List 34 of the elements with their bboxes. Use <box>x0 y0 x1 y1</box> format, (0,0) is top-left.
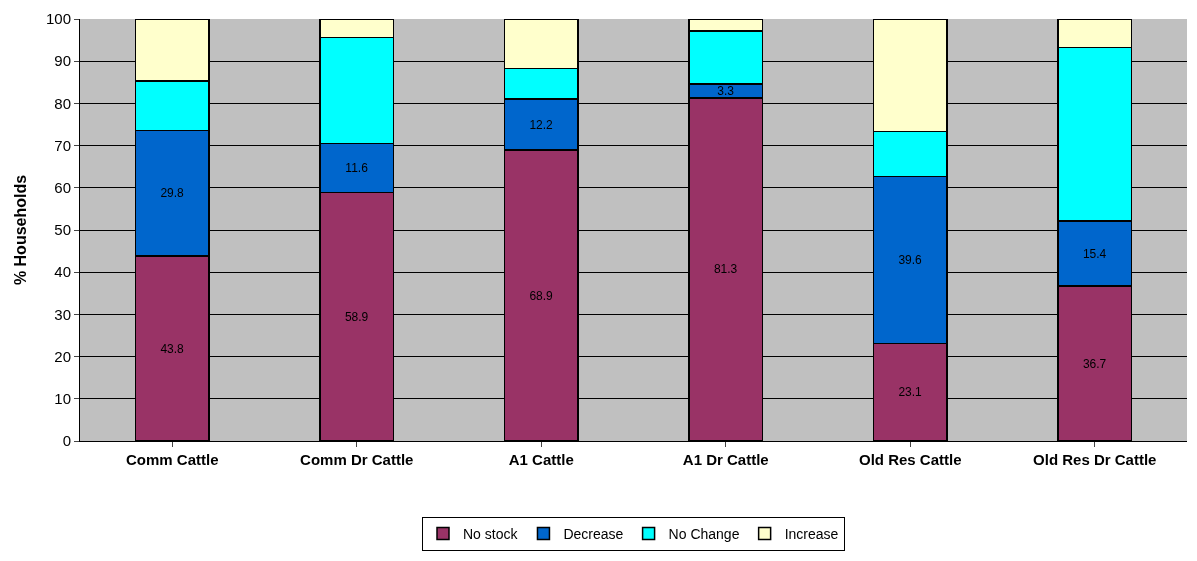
y-tick-label: 60 <box>54 179 71 197</box>
y-tick-label: 90 <box>54 52 71 70</box>
y-tick-label: 10 <box>54 390 71 408</box>
data-label: 81.3 <box>713 262 738 277</box>
data-label: 12.2 <box>529 117 554 132</box>
y-tick-label: 80 <box>54 94 71 112</box>
y-tick-label: 30 <box>54 305 71 323</box>
x-tick-label: A1 Cattle <box>508 451 574 468</box>
legend-label: No Change <box>668 526 740 543</box>
data-label: 3.3 <box>717 83 735 98</box>
data-label: 43.8 <box>160 341 185 356</box>
data-label: 39.6 <box>898 252 923 267</box>
data-label: 68.9 <box>529 288 554 303</box>
x-tick-label: A1 Dr Cattle <box>682 451 769 468</box>
data-label: 23.1 <box>898 385 923 400</box>
y-tick-label: 20 <box>54 347 71 365</box>
legend-label: Decrease <box>563 526 624 543</box>
y-tick-label: 0 <box>62 432 71 450</box>
x-tick-label: Comm Dr Cattle <box>300 451 414 468</box>
data-label: 29.8 <box>160 186 185 201</box>
y-axis-title: % Households <box>11 174 29 286</box>
data-label: 15.4 <box>1082 246 1107 261</box>
data-label: 11.6 <box>345 160 369 175</box>
data-label: 58.9 <box>344 309 369 324</box>
data-label: 36.7 <box>1082 356 1107 371</box>
x-tick-label: Old Res Cattle <box>858 451 962 468</box>
x-tick-label: Old Res Dr Cattle <box>1033 451 1157 468</box>
legend-label: Increase <box>784 526 839 543</box>
y-tick-label: 70 <box>54 136 71 154</box>
y-tick-label: 40 <box>54 263 71 281</box>
y-tick-label: 50 <box>54 221 71 239</box>
legend-label: No stock <box>463 526 519 543</box>
y-tick-label: 100 <box>45 10 71 28</box>
x-tick-label: Comm Cattle <box>125 451 219 468</box>
